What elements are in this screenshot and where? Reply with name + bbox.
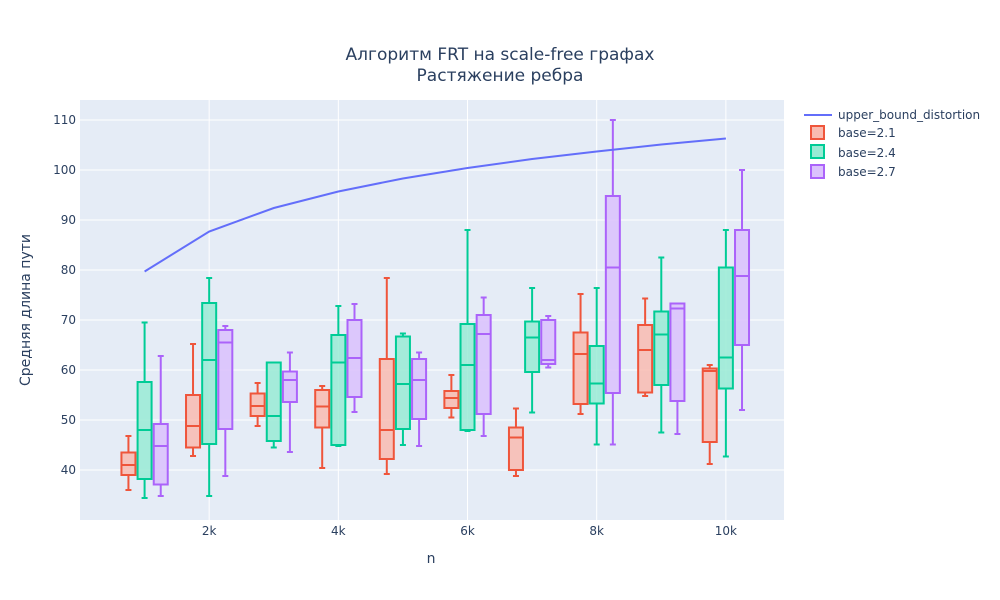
y-tick-label: 40	[61, 463, 76, 477]
box-plot-base-2-7[interactable]	[152, 355, 169, 497]
x-tick-label: 6k	[460, 524, 475, 538]
y-tick-label: 110	[53, 113, 76, 127]
x-tick-label: 2k	[202, 524, 217, 538]
box-plot-base-2-4[interactable]	[136, 321, 153, 499]
legend-label-upper-bound: upper_bound_distortion	[838, 108, 980, 122]
box-plot-base-2-1[interactable]	[185, 343, 202, 457]
box-plot-base-2-7[interactable]	[540, 315, 557, 369]
box-plot-base-2-1[interactable]	[443, 374, 460, 419]
box-body	[540, 319, 557, 365]
legend-item-base-2-1[interactable]: base=2.1	[810, 125, 896, 140]
y-axis-title: Средняя длина пути	[18, 234, 34, 386]
legend-item-base-2-7[interactable]: base=2.7	[810, 164, 896, 179]
upper-bound-line-layer[interactable]	[144, 137, 726, 273]
box-plot-base-2-4[interactable]	[588, 287, 605, 446]
y-tick-label: 100	[53, 163, 76, 177]
box-body	[185, 394, 202, 449]
x-axis-title: n	[427, 551, 436, 567]
box-body	[734, 229, 751, 346]
box-plot-base-2-4[interactable]	[265, 361, 282, 449]
box-body	[669, 302, 686, 402]
box-plot-base-2-7[interactable]	[346, 303, 363, 413]
box-plot-base-2-4[interactable]	[524, 287, 541, 414]
y-tick-labels: 40 50 60 70 80 90 100 110	[53, 113, 76, 477]
box-body	[394, 335, 411, 430]
legend: upper_bound_distortion base=2.1 base=2.4…	[804, 108, 980, 179]
y-tick-label: 70	[61, 313, 76, 327]
box-body	[459, 323, 476, 431]
chart-subtitle: Растяжение ребра	[417, 66, 584, 86]
legend-swatch-base-2-7	[810, 164, 825, 179]
y-tick-label: 50	[61, 413, 76, 427]
box-plot-base-2-7[interactable]	[475, 296, 492, 437]
box-plot-base-2-4[interactable]	[459, 229, 476, 432]
box-plot-base-2-1[interactable]	[378, 277, 395, 475]
box-body	[524, 320, 541, 373]
box-body	[653, 310, 670, 386]
box-body	[314, 389, 331, 429]
box-plots[interactable]	[120, 119, 751, 499]
box-plot-base-2-4[interactable]	[394, 332, 411, 446]
box-body	[604, 195, 621, 394]
box-body	[443, 390, 460, 409]
box-body	[330, 334, 347, 446]
box-plot-base-2-4[interactable]	[653, 256, 670, 434]
box-body	[217, 329, 234, 430]
legend-swatch-base-2-4	[810, 144, 825, 159]
box-plot-base-2-7[interactable]	[411, 351, 428, 447]
upper-bound-distortion-line[interactable]	[144, 137, 726, 273]
legend-label-base-2-7: base=2.7	[838, 165, 896, 179]
box-plot-base-2-4[interactable]	[717, 229, 734, 458]
box-plot-base-2-1[interactable]	[314, 385, 331, 469]
y-tick-label: 80	[61, 263, 76, 277]
box-body	[249, 392, 266, 417]
box-body	[378, 358, 395, 460]
legend-item-upper-bound[interactable]: upper_bound_distortion	[804, 108, 980, 122]
legend-item-base-2-4[interactable]: base=2.4	[810, 144, 896, 160]
box-body	[152, 423, 169, 486]
box-body	[572, 331, 589, 405]
box-body	[281, 370, 298, 403]
box-plot-base-2-7[interactable]	[604, 119, 621, 446]
legend-label-base-2-4: base=2.4	[838, 146, 896, 160]
box-body	[507, 426, 524, 471]
box-body	[701, 367, 718, 443]
box-body	[411, 358, 428, 420]
box-body	[717, 266, 734, 390]
y-tick-label: 60	[61, 363, 76, 377]
box-body	[637, 324, 654, 394]
box-plot-base-2-1[interactable]	[701, 364, 718, 465]
legend-label-base-2-1: base=2.1	[838, 126, 896, 140]
box-plot-base-2-1[interactable]	[637, 297, 654, 397]
chart-title: Алгоритм FRT на scale-free графах	[346, 45, 655, 65]
box-plot-base-2-1[interactable]	[507, 407, 524, 477]
box-body	[475, 314, 492, 415]
x-tick-labels: 2k 4k 6k 8k 10k	[202, 524, 737, 538]
box-body	[588, 345, 605, 405]
box-plot-base-2-1[interactable]	[120, 435, 137, 491]
x-tick-label: 4k	[331, 524, 346, 538]
box-body	[265, 361, 282, 442]
x-tick-label: 10k	[715, 524, 737, 538]
box-plot-base-2-7[interactable]	[281, 351, 298, 453]
box-plot-base-2-1[interactable]	[249, 382, 266, 427]
legend-swatch-base-2-1	[810, 125, 825, 140]
box-plot-base-2-7[interactable]	[217, 325, 234, 477]
box-body	[201, 302, 218, 445]
y-tick-label: 90	[61, 213, 76, 227]
box-plot-base-2-1[interactable]	[572, 293, 589, 415]
x-tick-label: 8k	[589, 524, 604, 538]
box-plot-base-2-4[interactable]	[201, 277, 218, 497]
box-plot-base-2-7[interactable]	[669, 302, 686, 435]
box-body	[120, 451, 137, 476]
box-plot-base-2-7[interactable]	[734, 169, 751, 411]
box-plot-base-2-4[interactable]	[330, 305, 347, 447]
